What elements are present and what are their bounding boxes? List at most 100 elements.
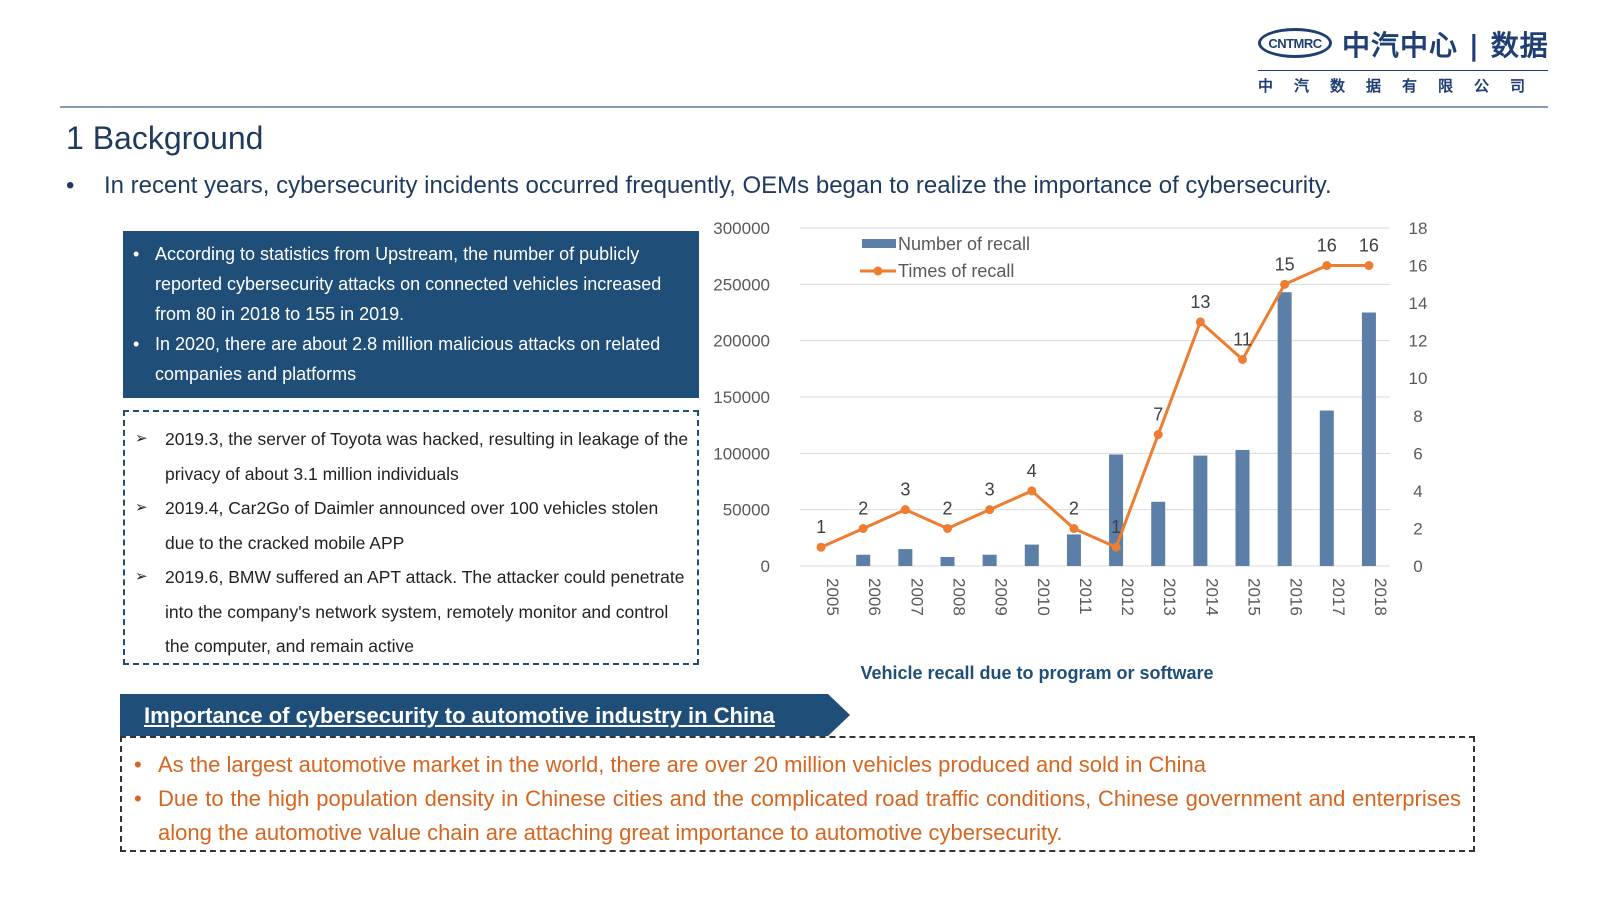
line-point <box>1153 430 1163 440</box>
stats-box: According to statistics from Upstream, t… <box>123 231 699 398</box>
event-item: ➢ 2019.6, BMW suffered an APT attack. The… <box>135 560 689 664</box>
x-tick-label: 2014 <box>1202 578 1221 616</box>
logo-name-cn: 中汽中心 | 数据 <box>1342 29 1549 62</box>
section-title: 1 Background <box>66 120 264 156</box>
arrow-bullet-icon: ➢ <box>135 499 148 516</box>
y-left-tick-label: 300000 <box>713 220 770 238</box>
data-label: 2 <box>1069 498 1079 518</box>
line-point <box>900 505 910 515</box>
x-tick-label: 2007 <box>907 578 926 616</box>
chart-grid <box>800 227 1390 567</box>
x-tick-label: 2015 <box>1245 578 1264 616</box>
y-right-tick-label: 2 <box>1413 519 1422 538</box>
x-tick-label: 2009 <box>992 578 1011 616</box>
data-label: 1 <box>1111 517 1121 537</box>
line-point <box>816 542 826 552</box>
x-tick-label: 2006 <box>865 578 884 616</box>
data-label: 13 <box>1190 292 1210 312</box>
event-text: 2019.4, Car2Go of Daimler announced over… <box>165 498 659 553</box>
event-item: ➢ 2019.4, Car2Go of Daimler announced ove… <box>135 491 689 560</box>
y-left-tick-label: 250000 <box>713 275 770 294</box>
y-right-tick-label: 12 <box>1409 332 1428 351</box>
bar <box>1024 544 1039 566</box>
y-left-tick-label: 200000 <box>713 332 770 351</box>
stats-item: According to statistics from Upstream, t… <box>133 239 687 329</box>
bar <box>1277 292 1292 566</box>
x-tick-label: 2005 <box>823 578 842 616</box>
x-tick-label: 2010 <box>1034 578 1053 616</box>
y-right-tick-label: 10 <box>1409 369 1428 388</box>
data-label: 3 <box>900 480 910 500</box>
data-label: 3 <box>985 480 995 500</box>
x-tick-label: 2018 <box>1371 578 1390 616</box>
bar <box>856 554 871 566</box>
y-left-tick-label: 50000 <box>723 501 770 520</box>
chart-title: Vehicle recall due to program or softwar… <box>860 663 1213 683</box>
x-tick-label: 2016 <box>1287 578 1306 616</box>
data-label: 2 <box>858 498 868 518</box>
line-point <box>1069 523 1079 533</box>
arrow-bullet-icon: ➢ <box>135 430 148 447</box>
chart-legend: Number of recall Times of recall <box>860 234 1030 281</box>
legend-swatch-bar <box>862 239 896 248</box>
bar <box>898 549 913 566</box>
bar <box>940 556 955 566</box>
data-label: 15 <box>1275 254 1295 274</box>
chart-bars <box>856 292 1376 566</box>
intro-bullet: • In recent years, cybersecurity incident… <box>66 172 1332 200</box>
x-tick-label: 2011 <box>1076 578 1095 615</box>
legend-label: Number of recall <box>898 234 1030 254</box>
line-point <box>1364 261 1374 271</box>
data-label: 7 <box>1153 405 1163 425</box>
line-point <box>1111 542 1121 552</box>
line-point <box>858 523 868 533</box>
y-right-tick-label: 14 <box>1409 294 1428 313</box>
arrow-bullet-icon: ➢ <box>135 568 148 585</box>
x-tick-label: 2008 <box>950 578 969 616</box>
event-text: 2019.6, BMW suffered an APT attack. The … <box>165 567 685 656</box>
data-label: 2 <box>942 498 952 518</box>
bullet-dot: • <box>66 172 75 199</box>
line-series-path <box>820 264 1369 549</box>
y-right-tick-label: 18 <box>1409 220 1428 238</box>
event-item: ➢ 2019.3, the server of Toyota was hacked… <box>135 422 689 491</box>
bar <box>1235 449 1250 566</box>
y-right-tick-label: 6 <box>1413 444 1422 463</box>
bar <box>1319 410 1334 566</box>
header-divider <box>60 106 1548 108</box>
line-point <box>985 505 995 515</box>
y-right-tick-label: 16 <box>1409 257 1428 276</box>
china-importance-box: As the largest automotive market in the … <box>120 736 1475 852</box>
x-tick-label: 2017 <box>1329 578 1348 616</box>
x-tick-label: 2012 <box>1118 578 1137 616</box>
chart-axes: 0 50000 100000 150000 200000 250000 300000 0 2 4 6… <box>713 220 1427 616</box>
line-point <box>1238 354 1247 364</box>
line-point <box>1195 317 1205 327</box>
bar <box>1193 455 1208 566</box>
chart-line: 1 2 3 2 3 4 2 1 7 13 11 15 16 16 <box>816 236 1379 552</box>
intro-bullet-text: In recent years, cybersecurity incidents… <box>104 172 1332 199</box>
event-text: 2019.3, the server of Toyota was hacked,… <box>165 429 689 484</box>
data-label: 1 <box>816 517 826 537</box>
events-box: ➢ 2019.3, the server of Toyota was hacked… <box>123 410 699 665</box>
y-left-tick-label: 100000 <box>713 444 770 463</box>
data-label: 4 <box>1027 461 1037 481</box>
section-banner <box>120 694 850 736</box>
x-tick-label: 2013 <box>1160 578 1179 616</box>
stats-item: In 2020, there are about 2.8 million mal… <box>133 329 687 389</box>
china-item: As the largest automotive market in the … <box>134 748 1461 782</box>
line-point <box>1027 486 1037 496</box>
y-right-tick-label: 0 <box>1413 557 1422 576</box>
line-point <box>943 523 952 533</box>
banner-label: Importance of cybersecurity to automotiv… <box>144 703 775 728</box>
logo-badge: CNTMRC <box>1258 28 1332 58</box>
data-label: 11 <box>1233 329 1252 349</box>
line-point <box>1280 279 1290 289</box>
y-right-tick-label: 8 <box>1413 407 1422 426</box>
y-right-tick-label: 4 <box>1413 482 1422 501</box>
bar <box>1066 534 1081 566</box>
legend-label: Times of recall <box>898 261 1014 281</box>
legend-swatch-marker <box>873 266 883 276</box>
company-logo: CNTMRC 中汽中心 | 数据 中汽数据有限公司 <box>1250 20 1550 95</box>
